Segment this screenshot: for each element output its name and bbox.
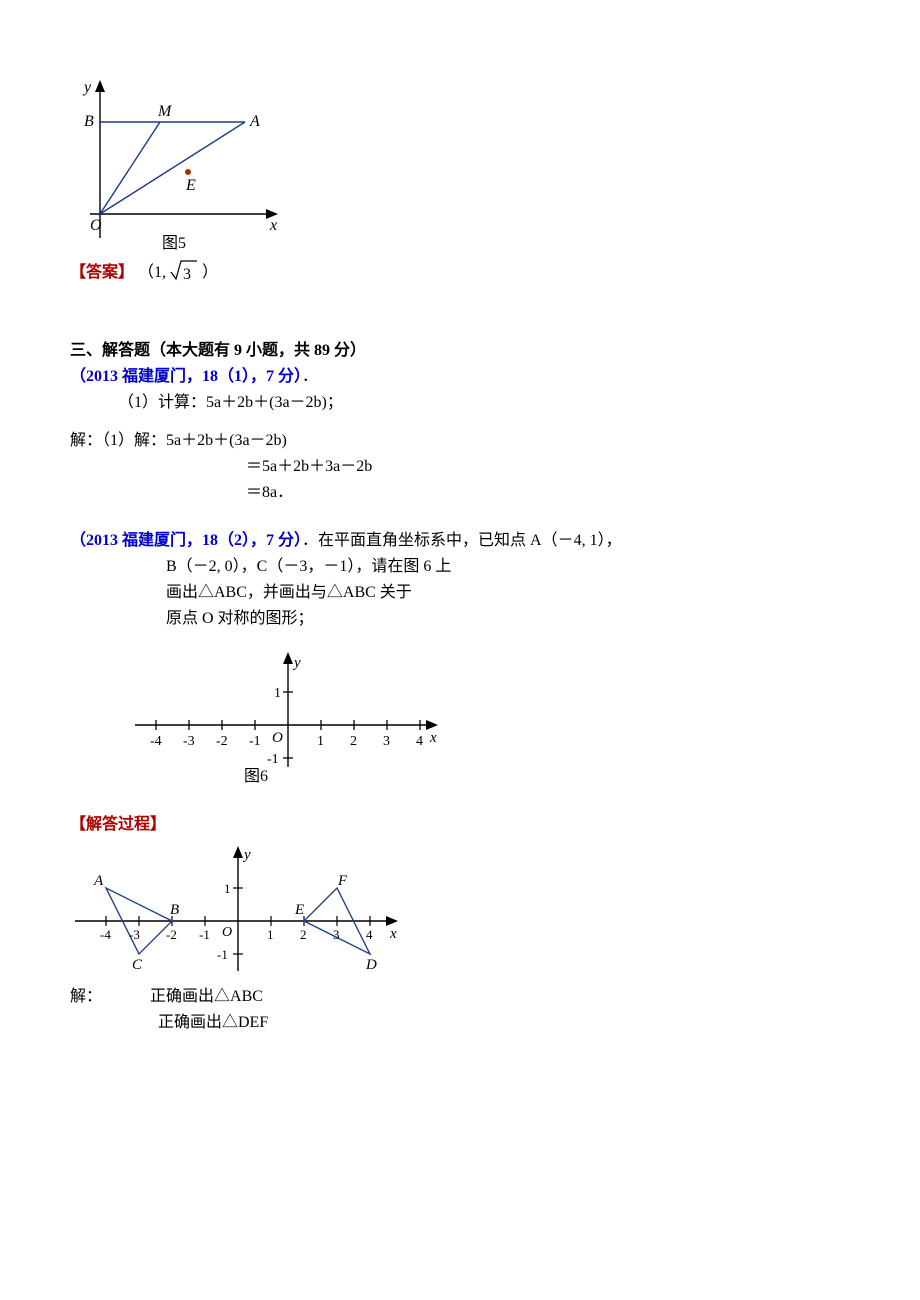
fig7-xt0: -4 — [100, 927, 111, 942]
q18-2-line4: 原点 O 对称的图形； — [166, 607, 850, 631]
q18-1-period: ． — [302, 368, 318, 385]
point-a-label: A — [249, 113, 260, 130]
figure-6: -4 -3 -2 -1 1 2 3 4 1 -1 O y x 图6 — [130, 647, 850, 787]
sol2-prefix: 解： — [70, 988, 102, 1005]
process-label: 【解答过程】 — [70, 813, 850, 837]
q18-1-prompt: （1）计算：5a＋2b＋(3a－2b)； — [118, 391, 850, 415]
figure-7-svg: -4 -3 -2 -1 1 2 3 4 1 -1 O y x A B C F E… — [70, 841, 410, 981]
fig7-xlabel: x — [389, 926, 397, 942]
point-e-dot — [185, 169, 191, 175]
q18-2-line1: （2013 福建厦门，18（2），7 分）．在平面直角坐标系中，已知点 A（－4… — [70, 529, 850, 553]
sol2-line1: 解： 正确画出△ABC — [70, 985, 850, 1009]
q18-1-step2: ＝8a． — [246, 481, 850, 505]
axis-y-label: y — [82, 79, 92, 96]
q18-2-ref: （2013 福建厦门，18（2），7 分） — [70, 532, 302, 549]
figure-5-svg: y x O B M A E 图5 — [70, 74, 290, 254]
figure-7: -4 -3 -2 -1 1 2 3 4 1 -1 O y x A B C F E… — [70, 841, 850, 981]
fig6-ytick-n: -1 — [267, 752, 279, 767]
sqrt-icon: 3 — [170, 258, 198, 282]
figure-6-caption: 图6 — [244, 768, 268, 785]
q18-2-line2: B（－2, 0），C（－3，－1），请在图 6 上 — [166, 555, 850, 579]
sqrt-radicand: 3 — [183, 266, 191, 282]
fig7-F: F — [337, 873, 348, 889]
fig6-xtick-3: -1 — [249, 734, 261, 749]
fig7-xt4: 1 — [267, 927, 274, 942]
answer-label: 【答案】 — [70, 264, 134, 281]
q18-1-sol-line1: 解：（1）解：5a＋2b＋(3a－2b) — [70, 429, 850, 453]
fig6-xtick-6: 3 — [383, 734, 390, 749]
q18-1-sol-expr: 5a＋2b＋(3a－2b) — [166, 432, 287, 449]
q18-1-ref-line: （2013 福建厦门，18（1），7 分）． — [70, 365, 850, 389]
q18-1-semi: ； — [327, 394, 343, 411]
q18-1-prefix: （1）计算： — [118, 394, 206, 411]
fig7-xt6: 3 — [333, 927, 340, 942]
fig7-xt5: 2 — [300, 927, 307, 942]
point-e-label: E — [185, 177, 196, 194]
fig7-ylabel: y — [242, 847, 251, 863]
fig7-ytp: 1 — [224, 881, 231, 896]
fig6-ytick-p: 1 — [274, 686, 281, 701]
axis-x-label: x — [269, 217, 277, 234]
fig7-xt7: 4 — [366, 927, 373, 942]
answer-open: （1, — [138, 264, 170, 281]
fig6-xtick-1: -3 — [183, 734, 195, 749]
q18-1-expr: 5a＋2b＋(3a－2b) — [206, 394, 327, 411]
sol2-l1: 正确画出△ABC — [150, 988, 263, 1005]
fig7-C: C — [132, 957, 143, 973]
fig6-xtick-7: 4 — [416, 734, 423, 749]
q18-1-step1: ＝5a＋2b＋3a－2b — [246, 455, 850, 479]
point-m-label: M — [157, 103, 173, 120]
section-3-title: 三、解答题（本大题有 9 小题，共 89 分） — [70, 339, 850, 363]
figure-5-caption: 图5 — [162, 235, 186, 252]
fig6-origin: O — [272, 730, 283, 746]
fig7-origin: O — [222, 925, 232, 940]
answer-5: 【答案】 （1, 3 ） — [70, 258, 850, 285]
fig7-xt3: -1 — [199, 927, 210, 942]
q18-2-line3: 画出△ABC，并画出与△ABC 关于 — [166, 581, 850, 605]
fig7-xt1: -3 — [129, 927, 140, 942]
q18-2-period: ． — [302, 532, 318, 549]
q18-1-ref: （2013 福建厦门，18（1），7 分） — [70, 368, 302, 385]
fig6-xtick-4: 1 — [317, 734, 324, 749]
fig6-xlabel: x — [429, 730, 437, 746]
fig7-D: D — [365, 957, 377, 973]
point-b-label: B — [84, 113, 94, 130]
sol2-line2: 正确画出△DEF — [158, 1011, 850, 1035]
figure-6-svg: -4 -3 -2 -1 1 2 3 4 1 -1 O y x 图6 — [130, 647, 450, 787]
fig7-A: A — [93, 873, 104, 889]
q18-1-sol-prefix: 解：（1）解： — [70, 432, 166, 449]
fig7-E: E — [294, 902, 304, 918]
fig6-xtick-5: 2 — [350, 734, 357, 749]
fig6-xtick-0: -4 — [150, 734, 162, 749]
answer-close: ） — [202, 264, 218, 281]
figure-5: y x O B M A E 图5 — [70, 74, 850, 254]
fig6-ylabel: y — [292, 655, 301, 671]
fig7-B: B — [170, 902, 179, 918]
fig7-ytn: -1 — [217, 947, 228, 962]
fig7-xt2: -2 — [166, 927, 177, 942]
q18-2-text1: 在平面直角坐标系中，已知点 A（－4, 1）， — [318, 532, 622, 549]
origin-label: O — [90, 217, 102, 234]
fig6-xtick-2: -2 — [216, 734, 228, 749]
